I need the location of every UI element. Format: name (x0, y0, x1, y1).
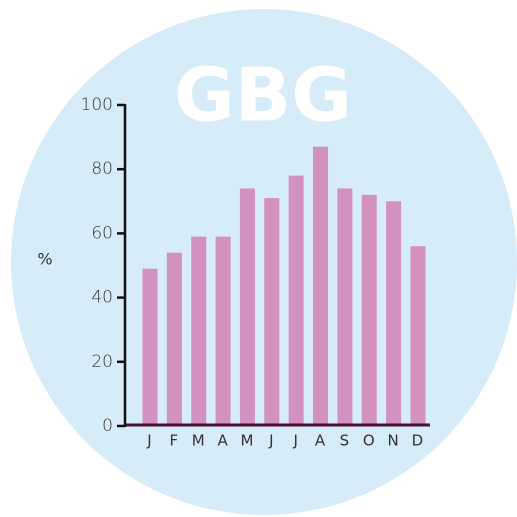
x-tick-label: O (363, 432, 376, 450)
y-tick-label: 80 (91, 159, 113, 179)
y-tick-label: 100 (81, 95, 113, 115)
bar (386, 201, 402, 426)
x-tick-label: M (192, 432, 206, 450)
x-tick-label: J (268, 432, 274, 450)
x-tick-label: F (170, 432, 180, 450)
x-tick-label: M (240, 432, 254, 450)
bar (191, 236, 207, 426)
bar (361, 194, 377, 426)
x-tick-label: S (340, 432, 351, 450)
y-tick-label: 60 (91, 223, 113, 243)
x-tick-label: N (387, 432, 399, 450)
bar (313, 146, 329, 427)
x-tick-label: A (315, 432, 326, 450)
bar (166, 252, 182, 426)
chart-title: GBG (174, 53, 352, 139)
bar (410, 246, 426, 426)
x-tick-label: J (292, 432, 298, 450)
bar (142, 268, 158, 426)
bar (264, 198, 280, 426)
x-tick-label: J (146, 432, 152, 450)
y-tick-label: 40 (91, 288, 113, 308)
x-tick-label: D (412, 432, 425, 450)
x-tick-label: A (217, 432, 228, 450)
bar (215, 236, 231, 426)
bar (337, 188, 353, 426)
y-axis-label: % (37, 250, 52, 269)
y-tick-label: 20 (91, 352, 113, 372)
bar (288, 175, 304, 426)
bar (239, 188, 255, 426)
y-tick-label: 0 (102, 416, 113, 436)
